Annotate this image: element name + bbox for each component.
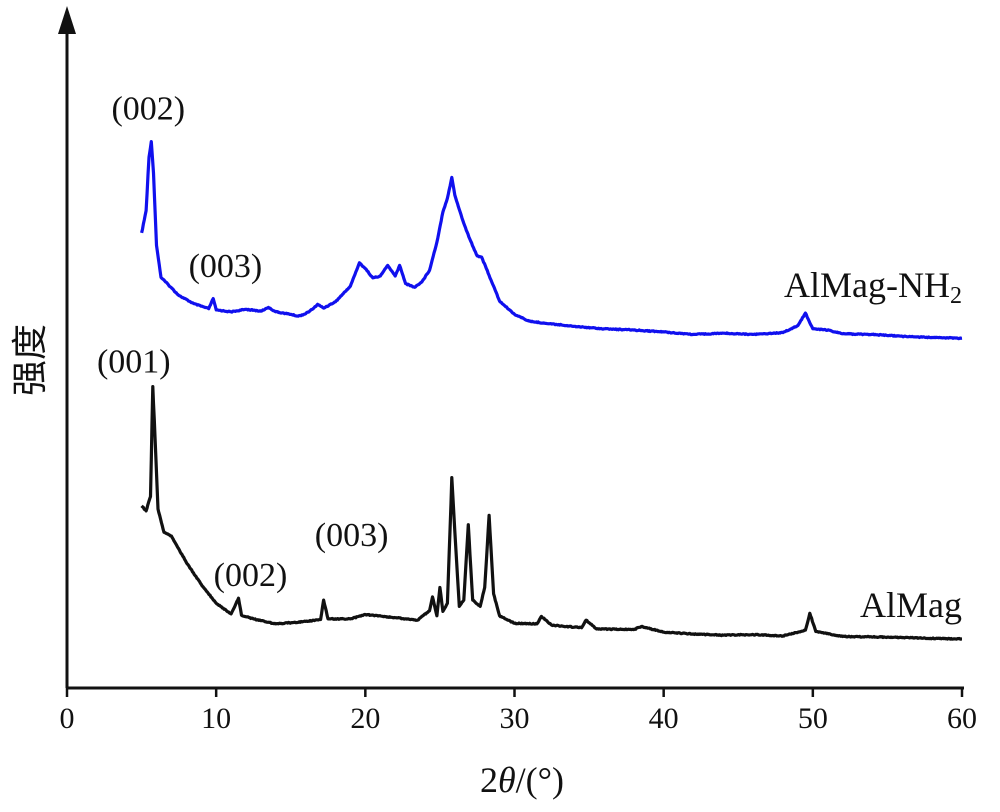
peak-label: (001) bbox=[97, 344, 171, 381]
peak-label: (003) bbox=[189, 248, 263, 285]
peak-label: (003) bbox=[315, 517, 389, 554]
x-tick-label: 10 bbox=[201, 702, 231, 735]
x-axis-title: 2θ/(°) bbox=[480, 760, 564, 800]
x-tick-label: 20 bbox=[350, 702, 380, 735]
series-layer bbox=[140, 140, 963, 641]
x-tick-label: 0 bbox=[60, 702, 75, 735]
axes bbox=[58, 6, 964, 690]
series-line-almag-nh2 bbox=[140, 140, 963, 341]
series-label-almag-nh2: AlMag-NH2 bbox=[784, 265, 962, 309]
series-label-subscript: 2 bbox=[950, 283, 962, 309]
y-axis-title: 强度 bbox=[10, 324, 50, 396]
peak-label: (002) bbox=[111, 91, 185, 128]
series-line-almag bbox=[140, 385, 963, 641]
y-axis-arrow bbox=[58, 6, 76, 34]
peak-label: (002) bbox=[214, 557, 288, 594]
x-tick-label: 30 bbox=[500, 702, 530, 735]
x-ticks: 0 10 20 30 40 50 60 bbox=[60, 688, 977, 735]
series-label-almag: AlMag bbox=[860, 585, 962, 625]
annotation-layer: (002) (003) (001) (002) (003) bbox=[97, 91, 388, 595]
x-tick-label: 60 bbox=[947, 702, 977, 735]
x-tick-label: 50 bbox=[798, 702, 828, 735]
x-tick-label: 40 bbox=[649, 702, 679, 735]
